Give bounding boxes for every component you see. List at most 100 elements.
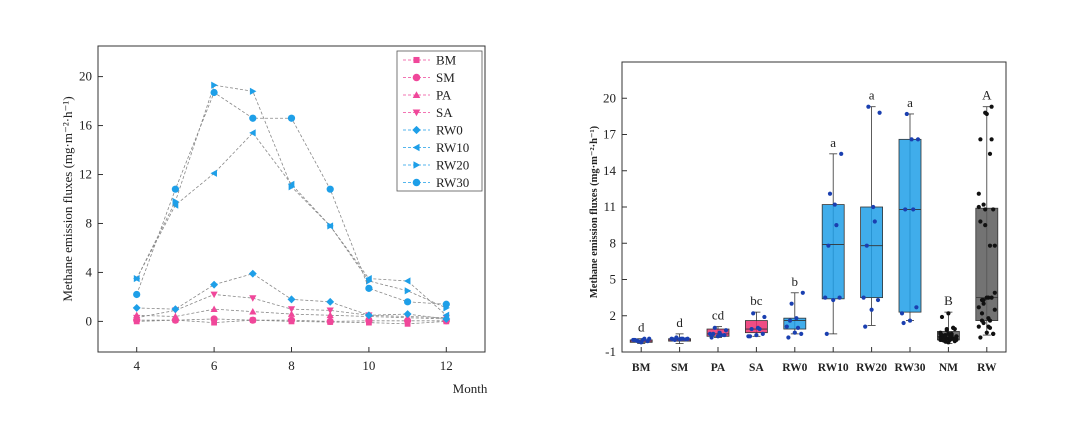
data-point [987,243,993,248]
data-point [949,332,954,338]
data-point [979,311,985,316]
data-point [984,295,989,300]
data-point-pa [326,311,334,319]
data-point [762,314,767,320]
legend-label: SA [436,105,453,120]
data-point [751,311,756,316]
box-group-nm: B NM [937,293,960,374]
data-point-pa [210,305,218,313]
box-group-rw0: b RW0 [782,274,807,374]
y-tick-label: 11 [603,199,616,214]
significance-label: d [638,320,645,335]
category-label: RW [977,362,997,374]
y-tick-label: 20 [79,69,92,84]
legend-marker-rw10 [412,143,420,152]
box-body [821,204,845,300]
data-point [754,332,759,338]
data-point [986,324,991,329]
data-point-pa [287,310,296,317]
data-point-rw10 [442,311,450,319]
legend-marker-rw20 [413,161,421,169]
data-point-rw0 [132,303,141,312]
y-tick-label: -1 [605,344,616,359]
data-point-rw0 [442,314,451,323]
y-tick-label: 8 [610,235,617,250]
data-point [639,340,644,345]
legend-label: RW0 [436,123,463,138]
data-point-sm [210,315,218,323]
category-label: RW0 [782,362,807,374]
significance-label: a [869,88,875,103]
data-point-sa [287,306,296,313]
data-point-rw30 [249,114,257,122]
data-point [954,334,959,339]
data-point [671,337,676,342]
box-group-sa: bc SA [745,293,768,374]
category-label: NM [939,362,958,374]
data-point [989,295,994,300]
x-tick-label: 6 [211,358,218,373]
x-tick-label: 12 [440,358,453,373]
data-point [877,110,882,115]
data-point [984,111,989,117]
box-group-pa: cd PA [706,308,730,374]
data-point [787,318,793,323]
data-point [711,331,716,336]
data-point-rw30 [442,300,450,308]
data-point-pa [249,308,257,315]
x-tick-label: 4 [133,358,140,373]
significance-label: bc [750,293,763,308]
box-group-sm: d SM [668,315,691,374]
data-point [907,318,913,323]
box-group-rw20: a RW20 [856,88,887,374]
box-group-rw: A RW [975,88,999,374]
category-label: SA [749,362,764,374]
data-point [915,137,921,142]
data-point-rw30 [326,185,334,193]
x-tick-label: 8 [288,358,295,373]
y-tick-label: 12 [79,167,92,182]
data-point [903,207,908,212]
x-tick-label: 10 [362,358,375,373]
box-group-rw30: a RW30 [895,95,926,374]
category-label: BM [632,362,651,374]
data-point [976,204,981,210]
legend-marker-rw0 [412,125,421,135]
data-point-rw0 [364,311,373,320]
data-point-rw10 [404,277,411,285]
data-point [875,297,881,303]
data-point-rw10 [171,201,179,209]
data-point-bm [211,319,217,326]
y-tick-label: 8 [86,215,93,230]
data-point-rw30 [133,290,141,299]
data-point [723,328,729,333]
data-point [794,316,799,321]
data-point [978,335,983,340]
significance-label: A [982,88,992,103]
data-point [832,202,837,207]
data-point [799,331,804,336]
data-point-pa [171,312,179,320]
y-tick-label: 20 [603,90,616,105]
data-point [792,330,797,335]
data-point [992,307,997,312]
data-point-rw0 [403,310,412,319]
data-point [839,151,844,156]
data-point-rw20 [172,197,179,206]
y-tick-label: 17 [603,127,617,142]
data-point [976,305,981,310]
data-point [755,325,761,330]
y-tick-label: 16 [79,118,93,133]
data-point [904,111,909,117]
category-label: RW20 [856,362,887,374]
data-point [712,325,717,330]
data-point-rw0 [287,295,296,304]
data-point [981,202,986,207]
data-point [981,320,986,326]
data-point [863,324,868,329]
box-body [898,138,922,313]
data-point-rw0 [210,280,219,289]
data-point-rw30 [210,88,218,97]
line-chart-xlabel: Month [453,381,488,396]
